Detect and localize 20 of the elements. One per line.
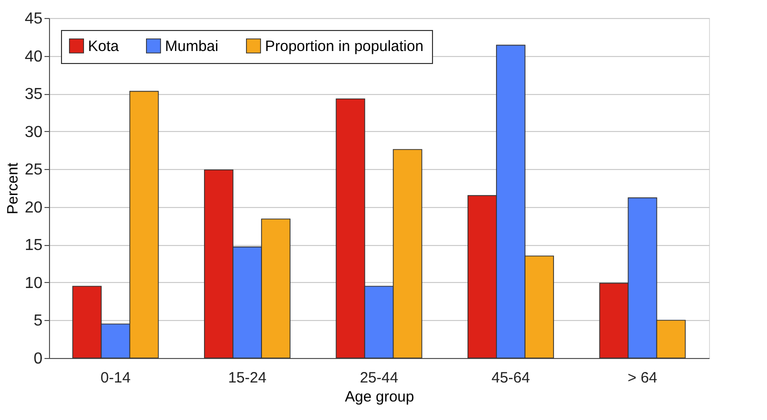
x-tick-label: 15-24 (228, 370, 266, 386)
x-tick-label: 45-64 (492, 370, 530, 386)
y-tick-label: 45 (24, 10, 43, 28)
y-tick-label: 0 (34, 350, 43, 368)
y-tick-label: 15 (24, 237, 43, 254)
y-tick-label: 20 (24, 199, 43, 216)
y-tick-label: 35 (24, 86, 43, 104)
x-tick-label: 0-14 (100, 370, 131, 386)
y-tick-label: 30 (24, 124, 43, 141)
y-tick-label: 40 (24, 48, 43, 66)
x-axis-title: Age group (344, 388, 414, 406)
y-axis-title: Percent (4, 162, 22, 214)
y-tick-label: 5 (34, 312, 43, 330)
x-tick-label: 25-44 (360, 370, 398, 386)
y-tick-label: 25 (24, 162, 43, 179)
legend-label: Mumbai (165, 38, 218, 55)
legend-label: Proportion in population (265, 38, 424, 55)
x-tick-label: > 64 (628, 370, 658, 386)
y-tick-label: 10 (24, 274, 43, 292)
legend-label: Kota (88, 38, 120, 55)
